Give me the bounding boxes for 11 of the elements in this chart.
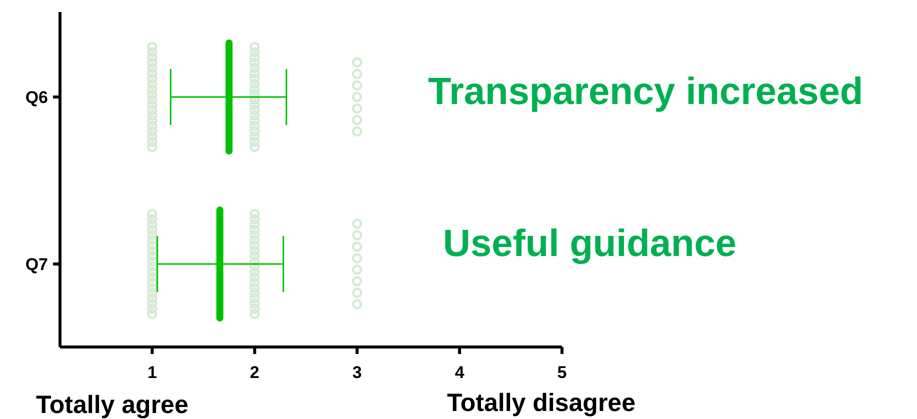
annotation: Useful guidance [443,223,736,265]
y-tick-label: Q6 [25,88,48,107]
annotation: Transparency increased [428,71,864,113]
x-tick-label: 1 [147,363,157,382]
text: Totally disagree [447,389,636,417]
x-tick-label: 3 [352,363,362,382]
x-tick-label: 2 [250,363,260,382]
x-tick-label: 4 [454,363,465,382]
text: Totally agree [36,391,188,419]
x-tick-label: 5 [557,363,567,382]
y-tick-label: Q7 [25,254,48,274]
